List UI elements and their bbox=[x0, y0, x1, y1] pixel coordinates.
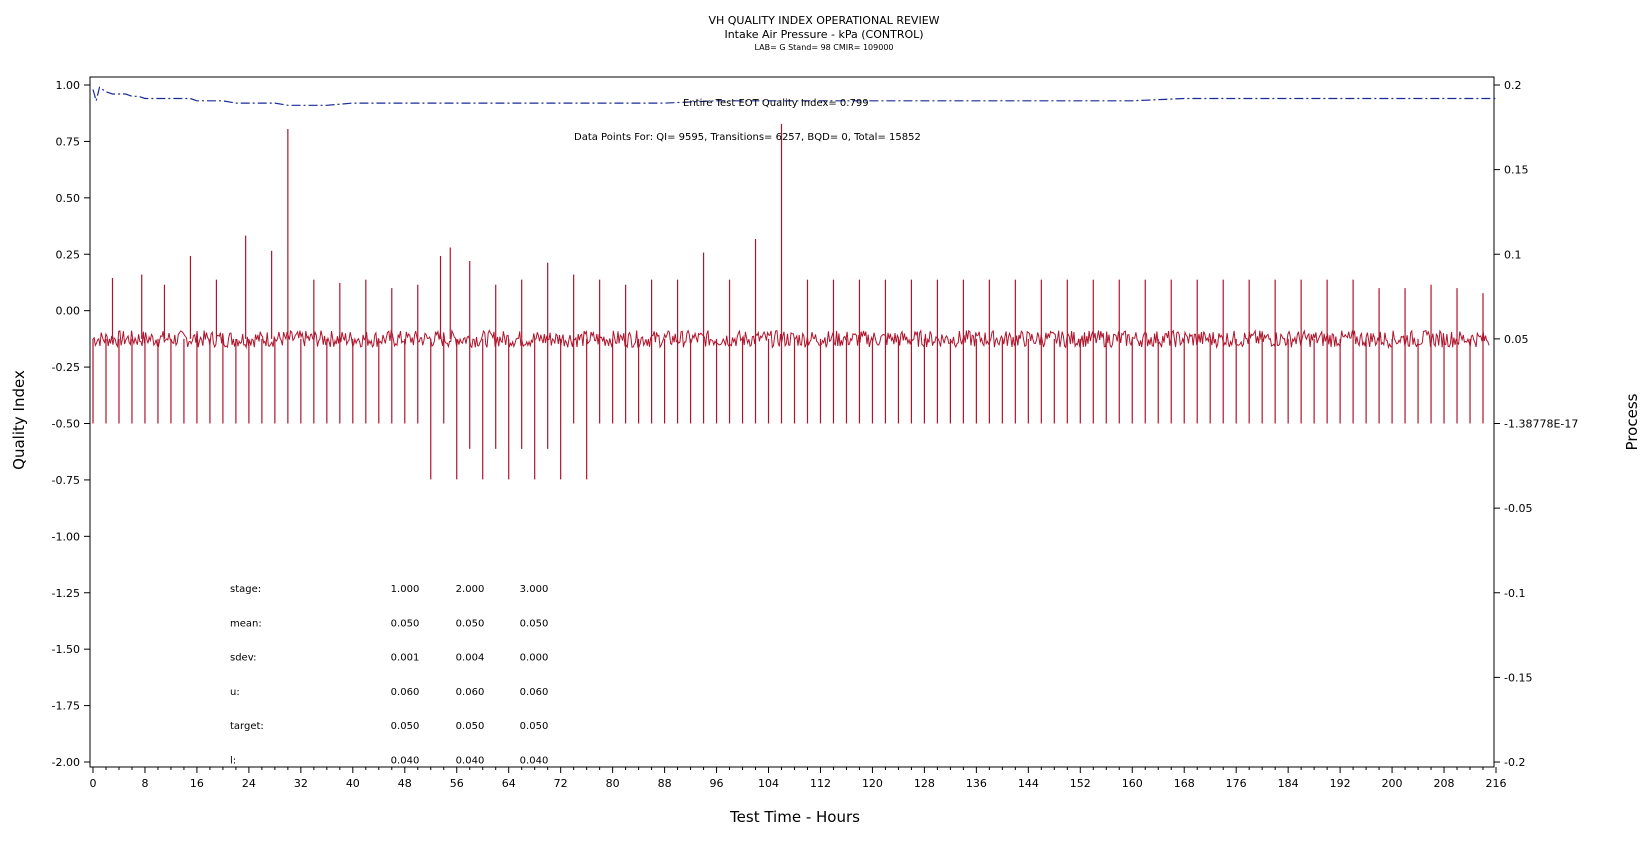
stats-cell: 2.000 bbox=[456, 584, 485, 595]
chart-subtitle: Intake Air Pressure - kPa (CONTROL) bbox=[724, 28, 924, 41]
stats-row-label: target: bbox=[230, 721, 264, 732]
process-baseline-line bbox=[92, 328, 1490, 350]
x-tick-label: 48 bbox=[398, 777, 412, 790]
x-tick-label: 120 bbox=[862, 777, 883, 790]
x-tick-label: 96 bbox=[710, 777, 724, 790]
process-series bbox=[92, 123, 1490, 480]
stats-cell: 0.050 bbox=[456, 618, 485, 629]
eot-annotation: Entire Test EOT Quality Index= 0.799 bbox=[683, 98, 869, 109]
stats-cell: 0.040 bbox=[456, 756, 485, 767]
y-tick-label: 0.50 bbox=[56, 192, 81, 205]
x-tick-label: 112 bbox=[810, 777, 831, 790]
stats-cell: 0.000 bbox=[520, 653, 549, 664]
stats-row-label: mean: bbox=[230, 618, 262, 629]
stats-cell: 3.000 bbox=[520, 584, 549, 595]
y2-tick-label: 0.1 bbox=[1504, 248, 1522, 261]
y-tick-label: 0.00 bbox=[56, 305, 81, 318]
y2-tick-label: -0.1 bbox=[1504, 587, 1525, 600]
x-tick-label: 136 bbox=[966, 777, 987, 790]
x-axis-title: Test Time - Hours bbox=[729, 808, 860, 826]
stats-cell: 0.004 bbox=[456, 653, 485, 664]
x-tick-label: 184 bbox=[1278, 777, 1299, 790]
stats-cell: 0.060 bbox=[456, 687, 485, 698]
quality-index-line bbox=[92, 86, 1496, 106]
y2-tick-label: -0.05 bbox=[1504, 502, 1532, 515]
stats-cell: 0.060 bbox=[391, 687, 420, 698]
quality-index-series bbox=[92, 86, 1496, 106]
y-tick-label: -0.75 bbox=[52, 474, 80, 487]
x-tick-label: 64 bbox=[502, 777, 516, 790]
x-tick-label: 40 bbox=[346, 777, 360, 790]
y-tick-label: -2.00 bbox=[52, 756, 80, 769]
x-tick-label: 160 bbox=[1122, 777, 1143, 790]
x-tick-label: 16 bbox=[190, 777, 204, 790]
x-tick-label: 208 bbox=[1434, 777, 1455, 790]
stats-cell: 0.001 bbox=[391, 653, 420, 664]
x-tick-label: 72 bbox=[554, 777, 568, 790]
x-tick-label: 144 bbox=[1018, 777, 1039, 790]
x-tick-label: 200 bbox=[1382, 777, 1403, 790]
axis-ticks: 0 8 16 24 32 40 48 56 64 72 80 88 96 104 112 120 128 136 1… bbox=[52, 79, 1579, 790]
x-tick-label: 192 bbox=[1330, 777, 1351, 790]
y-tick-label: 0.75 bbox=[56, 135, 81, 148]
stats-cell: 0.040 bbox=[520, 756, 549, 767]
y2-tick-label: -1.38778E-17 bbox=[1504, 418, 1578, 431]
stats-cell: 0.050 bbox=[456, 721, 485, 732]
chart-info: LAB= G Stand= 98 CMIR= 109000 bbox=[754, 43, 894, 52]
stats-row-label: u: bbox=[230, 687, 240, 698]
x-tick-label: 32 bbox=[294, 777, 308, 790]
x-tick-label: 88 bbox=[658, 777, 672, 790]
x-tick-label: 56 bbox=[450, 777, 464, 790]
stats-row-label: stage: bbox=[230, 584, 261, 595]
stats-cell: 0.040 bbox=[391, 756, 420, 767]
x-tick-label: 176 bbox=[1226, 777, 1247, 790]
y-tick-label: -0.50 bbox=[52, 418, 80, 431]
x-tick-label: 128 bbox=[914, 777, 935, 790]
y-tick-label: 1.00 bbox=[56, 79, 81, 92]
chart-header: VH QUALITY INDEX OPERATIONAL REVIEW Inta… bbox=[0, 14, 1648, 54]
x-tick-label: 168 bbox=[1174, 777, 1195, 790]
stats-cell: 0.050 bbox=[391, 618, 420, 629]
stats-row-label: l: bbox=[230, 756, 236, 767]
stats-cell: 0.050 bbox=[391, 721, 420, 732]
y-tick-label: -1.00 bbox=[52, 530, 80, 543]
stats-row-label: sdev: bbox=[230, 653, 256, 664]
y2-tick-label: -0.2 bbox=[1504, 756, 1525, 769]
y2-tick-label: 0.2 bbox=[1504, 79, 1522, 92]
y2-tick-label: -0.15 bbox=[1504, 671, 1532, 684]
chart-title: VH QUALITY INDEX OPERATIONAL REVIEW bbox=[708, 14, 940, 27]
x-tick-label: 24 bbox=[242, 777, 256, 790]
stats-cell: 0.060 bbox=[520, 687, 549, 698]
stats-cell: 1.000 bbox=[391, 584, 420, 595]
y-tick-label: 0.25 bbox=[56, 248, 81, 261]
x-tick-label: 8 bbox=[141, 777, 148, 790]
x-tick-label: 104 bbox=[758, 777, 779, 790]
stats-cell: 0.050 bbox=[520, 618, 549, 629]
y-axis-title: Quality Index bbox=[10, 370, 28, 470]
x-tick-label: 80 bbox=[606, 777, 620, 790]
y-tick-label: -1.25 bbox=[52, 587, 80, 600]
y2-tick-label: 0.05 bbox=[1504, 333, 1529, 346]
datapoints-annotation: Data Points For: QI= 9595, Transitions= … bbox=[574, 132, 921, 143]
y2-axis-title: Process bbox=[1623, 393, 1641, 450]
y2-tick-label: 0.15 bbox=[1504, 164, 1529, 177]
stats-cell: 0.050 bbox=[520, 721, 549, 732]
x-tick-label: 0 bbox=[90, 777, 97, 790]
y-tick-label: -0.25 bbox=[52, 361, 80, 374]
y-tick-label: -1.50 bbox=[52, 643, 80, 656]
stats-table: stage: 1.000 2.000 3.000 mean: 0.050 0.050 0.05… bbox=[230, 584, 548, 767]
x-tick-label: 152 bbox=[1070, 777, 1091, 790]
x-tick-label: 216 bbox=[1486, 777, 1507, 790]
y-tick-label: -1.75 bbox=[52, 700, 80, 713]
plot-frame bbox=[89, 76, 1495, 768]
